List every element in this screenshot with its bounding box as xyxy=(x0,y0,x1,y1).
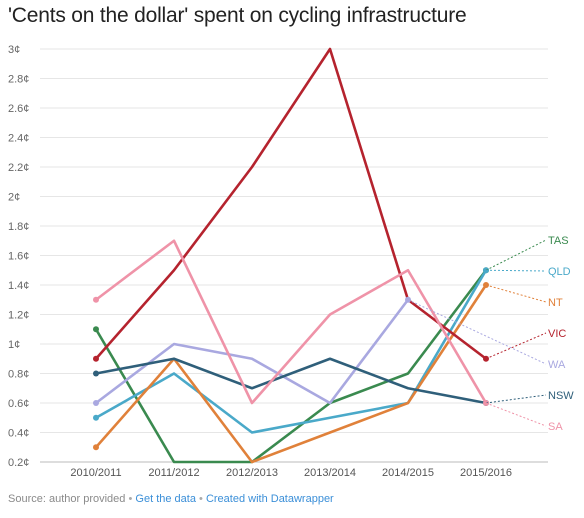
series-line-nt xyxy=(94,283,488,464)
x-tick-label: 2010/2011 xyxy=(70,467,121,479)
series-label-nsw: NSW xyxy=(548,390,574,402)
series-line-qld xyxy=(94,268,488,434)
y-tick-label: 1.2¢ xyxy=(8,310,29,322)
get-data-link[interactable]: Get the data xyxy=(135,493,196,505)
series-line-sa xyxy=(94,239,488,405)
y-tick-label: 3¢ xyxy=(8,44,20,56)
series-lines xyxy=(93,47,489,464)
series-label-tas: TAS xyxy=(548,235,569,247)
y-tick-label: 2.6¢ xyxy=(8,103,29,115)
source-text: Source: author provided xyxy=(8,493,126,505)
separator: • xyxy=(128,493,133,505)
series-start-point xyxy=(93,444,99,451)
series-label-vic: VIC xyxy=(548,328,566,340)
y-tick-label: 0.2¢ xyxy=(8,457,29,469)
y-tick-label: 0.6¢ xyxy=(8,398,29,410)
x-tick-label: 2015/2016 xyxy=(460,467,512,479)
x-tick-label: 2014/2015 xyxy=(382,467,434,479)
series-start-point xyxy=(93,370,99,377)
y-tick-label: 0.8¢ xyxy=(8,369,29,381)
series-label-qld: QLD xyxy=(548,266,571,278)
separator: • xyxy=(199,493,203,505)
label-leader xyxy=(485,394,547,404)
y-tick-label: 1.4¢ xyxy=(8,280,29,292)
label-leader xyxy=(485,269,547,272)
series-start-point xyxy=(93,355,99,362)
series-label-sa: SA xyxy=(548,421,563,433)
datawrapper-link[interactable]: Created with Datawrapper xyxy=(205,493,334,505)
x-tick-label: 2013/2014 xyxy=(304,467,356,479)
x-tick-label: 2011/2012 xyxy=(148,467,199,479)
series-line-tas xyxy=(94,268,488,464)
label-leader xyxy=(485,332,547,360)
series-start-point xyxy=(93,296,99,303)
y-tick-label: 1.6¢ xyxy=(8,251,29,263)
series-line-vic xyxy=(94,47,488,361)
series-label-nt: NT xyxy=(548,297,563,309)
y-tick-label: 2.2¢ xyxy=(8,162,29,174)
label-leader xyxy=(485,284,547,303)
y-tick-label: 2.4¢ xyxy=(8,133,29,145)
y-tick-label: 2¢ xyxy=(8,192,20,204)
series-labels: TAS QLD NT VIC WA NSW SA xyxy=(407,235,574,433)
series-start-point xyxy=(93,400,99,406)
x-axis-ticks: 2010/2011 2011/2012 2012/2013 2013/2014 2014… xyxy=(70,467,512,479)
chart-title: 'Cents on the dollar' spent on cycling i… xyxy=(8,4,467,27)
y-tick-label: 2.8¢ xyxy=(8,74,29,86)
y-tick-label: 1.8¢ xyxy=(8,221,29,233)
y-tick-label: 1¢ xyxy=(8,339,20,351)
series-line-nsw xyxy=(94,357,488,405)
label-leader xyxy=(485,402,547,427)
y-tick-label: 0.4¢ xyxy=(8,428,29,440)
x-tick-label: 2012/2013 xyxy=(226,467,278,479)
label-leader xyxy=(407,299,547,365)
series-start-point xyxy=(93,414,99,421)
footer: Source: author provided • Get the data •… xyxy=(8,493,334,505)
series-start-point xyxy=(93,326,99,333)
label-leader xyxy=(485,239,547,271)
series-label-wa: WA xyxy=(548,359,566,371)
y-axis-ticks: 0.2¢ 0.4¢ 0.6¢ 0.8¢ 1¢ 1.2¢ 1.4¢ 1.6¢ 1.8¢ 2¢ 2.2¢… xyxy=(8,44,29,469)
